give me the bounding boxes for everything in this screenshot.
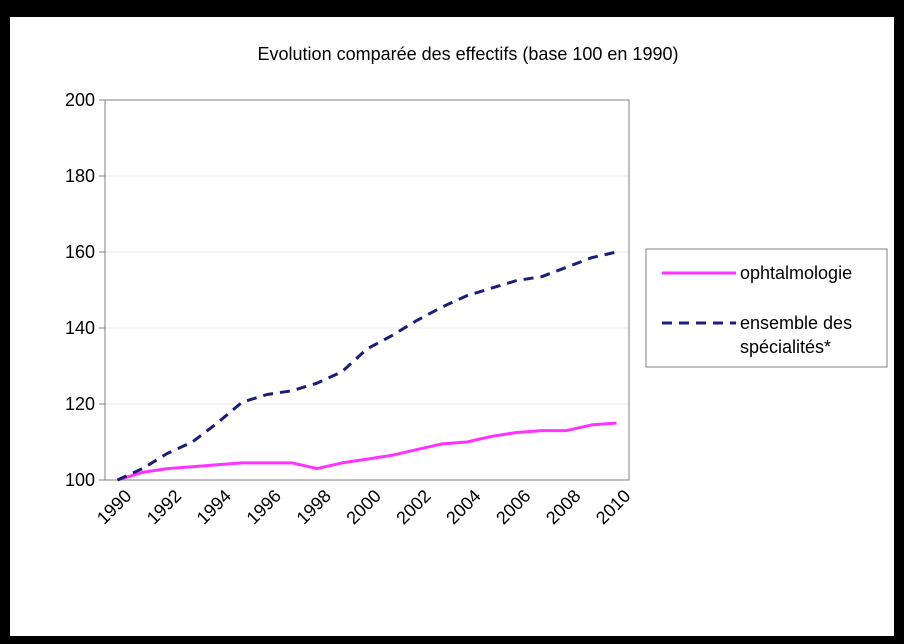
legend-box bbox=[645, 248, 888, 368]
x-tick-label: 2000 bbox=[342, 486, 384, 528]
legend: ophtalmologie ensemble des spécialités* bbox=[645, 248, 888, 368]
x-tick-label: 2008 bbox=[542, 486, 584, 528]
y-tick-label: 180 bbox=[65, 166, 95, 186]
line-chart: Evolution comparée des effectifs (base 1… bbox=[65, 44, 888, 528]
x-tick-label: 1990 bbox=[93, 486, 135, 528]
series-line-ophtalmologie bbox=[117, 421, 617, 482]
y-tick-label: 160 bbox=[65, 242, 95, 262]
y-tick-label: 140 bbox=[65, 318, 95, 338]
y-tick-labels: 100 120 140 160 180 200 bbox=[65, 90, 105, 490]
y-tick-label: 120 bbox=[65, 394, 95, 414]
series-line-ensemble-des-specialites bbox=[116, 250, 617, 482]
x-tick-label: 1994 bbox=[193, 486, 235, 528]
x-tick-label: 1992 bbox=[143, 486, 185, 528]
x-tick-labels: 1990 1992 1994 1996 1998 2000 2002 2004 2006 2008… bbox=[93, 486, 635, 528]
x-tick-label: 2002 bbox=[392, 486, 434, 528]
plot-area-border bbox=[104, 99, 630, 481]
y-tick-label: 200 bbox=[65, 90, 95, 110]
x-tick-label: 1996 bbox=[243, 486, 285, 528]
series-lines bbox=[116, 250, 617, 482]
x-tick-label: 2004 bbox=[442, 486, 484, 528]
chart-frame: Evolution comparée des effectifs (base 1… bbox=[10, 17, 894, 636]
chart-title: Evolution comparée des effectifs (base 1… bbox=[258, 44, 679, 64]
y-tick-label: 100 bbox=[65, 470, 95, 490]
x-tick-label: 1998 bbox=[293, 486, 335, 528]
y-gridlines bbox=[105, 175, 629, 405]
legend-label-ensemble-des-specialites: ensemble des spécialités* bbox=[740, 313, 852, 357]
legend-label-ophtalmologie: ophtalmologie bbox=[740, 263, 852, 283]
x-tick-label: 2010 bbox=[592, 486, 634, 528]
x-tick-label: 2006 bbox=[492, 486, 534, 528]
